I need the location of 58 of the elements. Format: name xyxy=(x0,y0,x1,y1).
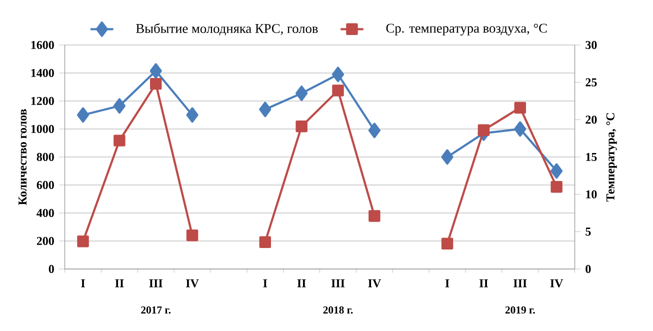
point xyxy=(77,235,89,248)
y-tick-label: 400 xyxy=(36,208,54,218)
y2-axis-title: Температура, °С xyxy=(606,113,617,202)
y-tick-label: 800 xyxy=(36,152,54,162)
y-tick-label: 0 xyxy=(48,264,54,274)
x-tick-label: I xyxy=(263,279,268,288)
y-tick-label: 200 xyxy=(36,236,54,246)
point xyxy=(296,120,308,132)
y2-tick-label: 10 xyxy=(586,190,597,198)
point xyxy=(550,180,562,193)
point xyxy=(150,78,162,90)
x-tick-label: III xyxy=(149,279,162,288)
legend-label: Ср. температура воздуха, °С xyxy=(386,24,547,36)
point xyxy=(76,107,90,123)
x-tick-label: IV xyxy=(550,279,564,288)
point xyxy=(368,210,380,222)
point xyxy=(441,149,454,165)
x-tick-label: III xyxy=(514,279,527,288)
point xyxy=(113,98,126,114)
y-tick-label: 600 xyxy=(36,180,54,190)
point xyxy=(150,63,162,79)
text: 2018 г. xyxy=(323,306,353,314)
point xyxy=(550,163,563,179)
point xyxy=(114,134,126,146)
x-tick-label: II xyxy=(115,279,124,288)
x-tick-label: I xyxy=(81,279,85,288)
x-tick-label: II xyxy=(297,279,306,288)
y2-tick-label: 25 xyxy=(586,78,597,86)
point xyxy=(186,230,198,242)
x-tick-label: III xyxy=(331,279,345,288)
y2-tick-label: 15 xyxy=(586,152,597,162)
point xyxy=(259,102,272,118)
y-tick-label: 1200 xyxy=(31,96,54,106)
x-tick-label: I xyxy=(445,279,450,288)
y2-tick-label: 30 xyxy=(586,40,597,50)
point xyxy=(186,107,198,123)
x-tick-label: IV xyxy=(368,279,381,288)
y2-tick-label: 20 xyxy=(586,116,597,124)
y2-tick-label: 5 xyxy=(586,228,591,236)
y-tick-label: 1600 xyxy=(31,40,54,50)
point xyxy=(368,122,380,138)
legend-label: Выбытие молодняка КРС, голов xyxy=(136,23,318,36)
text: 2017 г. xyxy=(141,306,171,314)
y2-tick-label: 0 xyxy=(586,264,591,274)
y-tick-label: 1400 xyxy=(31,68,54,78)
point xyxy=(332,66,344,82)
point xyxy=(514,121,526,137)
x-tick-label: II xyxy=(479,279,488,288)
y-axis-title: Количество голов xyxy=(18,109,27,205)
point xyxy=(259,236,272,248)
point xyxy=(441,238,454,250)
y-tick-label: 1000 xyxy=(31,124,54,134)
point xyxy=(332,84,344,96)
point xyxy=(514,102,526,114)
text: 2019 г. xyxy=(505,306,535,314)
x-tick-label: IV xyxy=(186,279,199,288)
point xyxy=(478,124,490,136)
point xyxy=(296,86,308,102)
